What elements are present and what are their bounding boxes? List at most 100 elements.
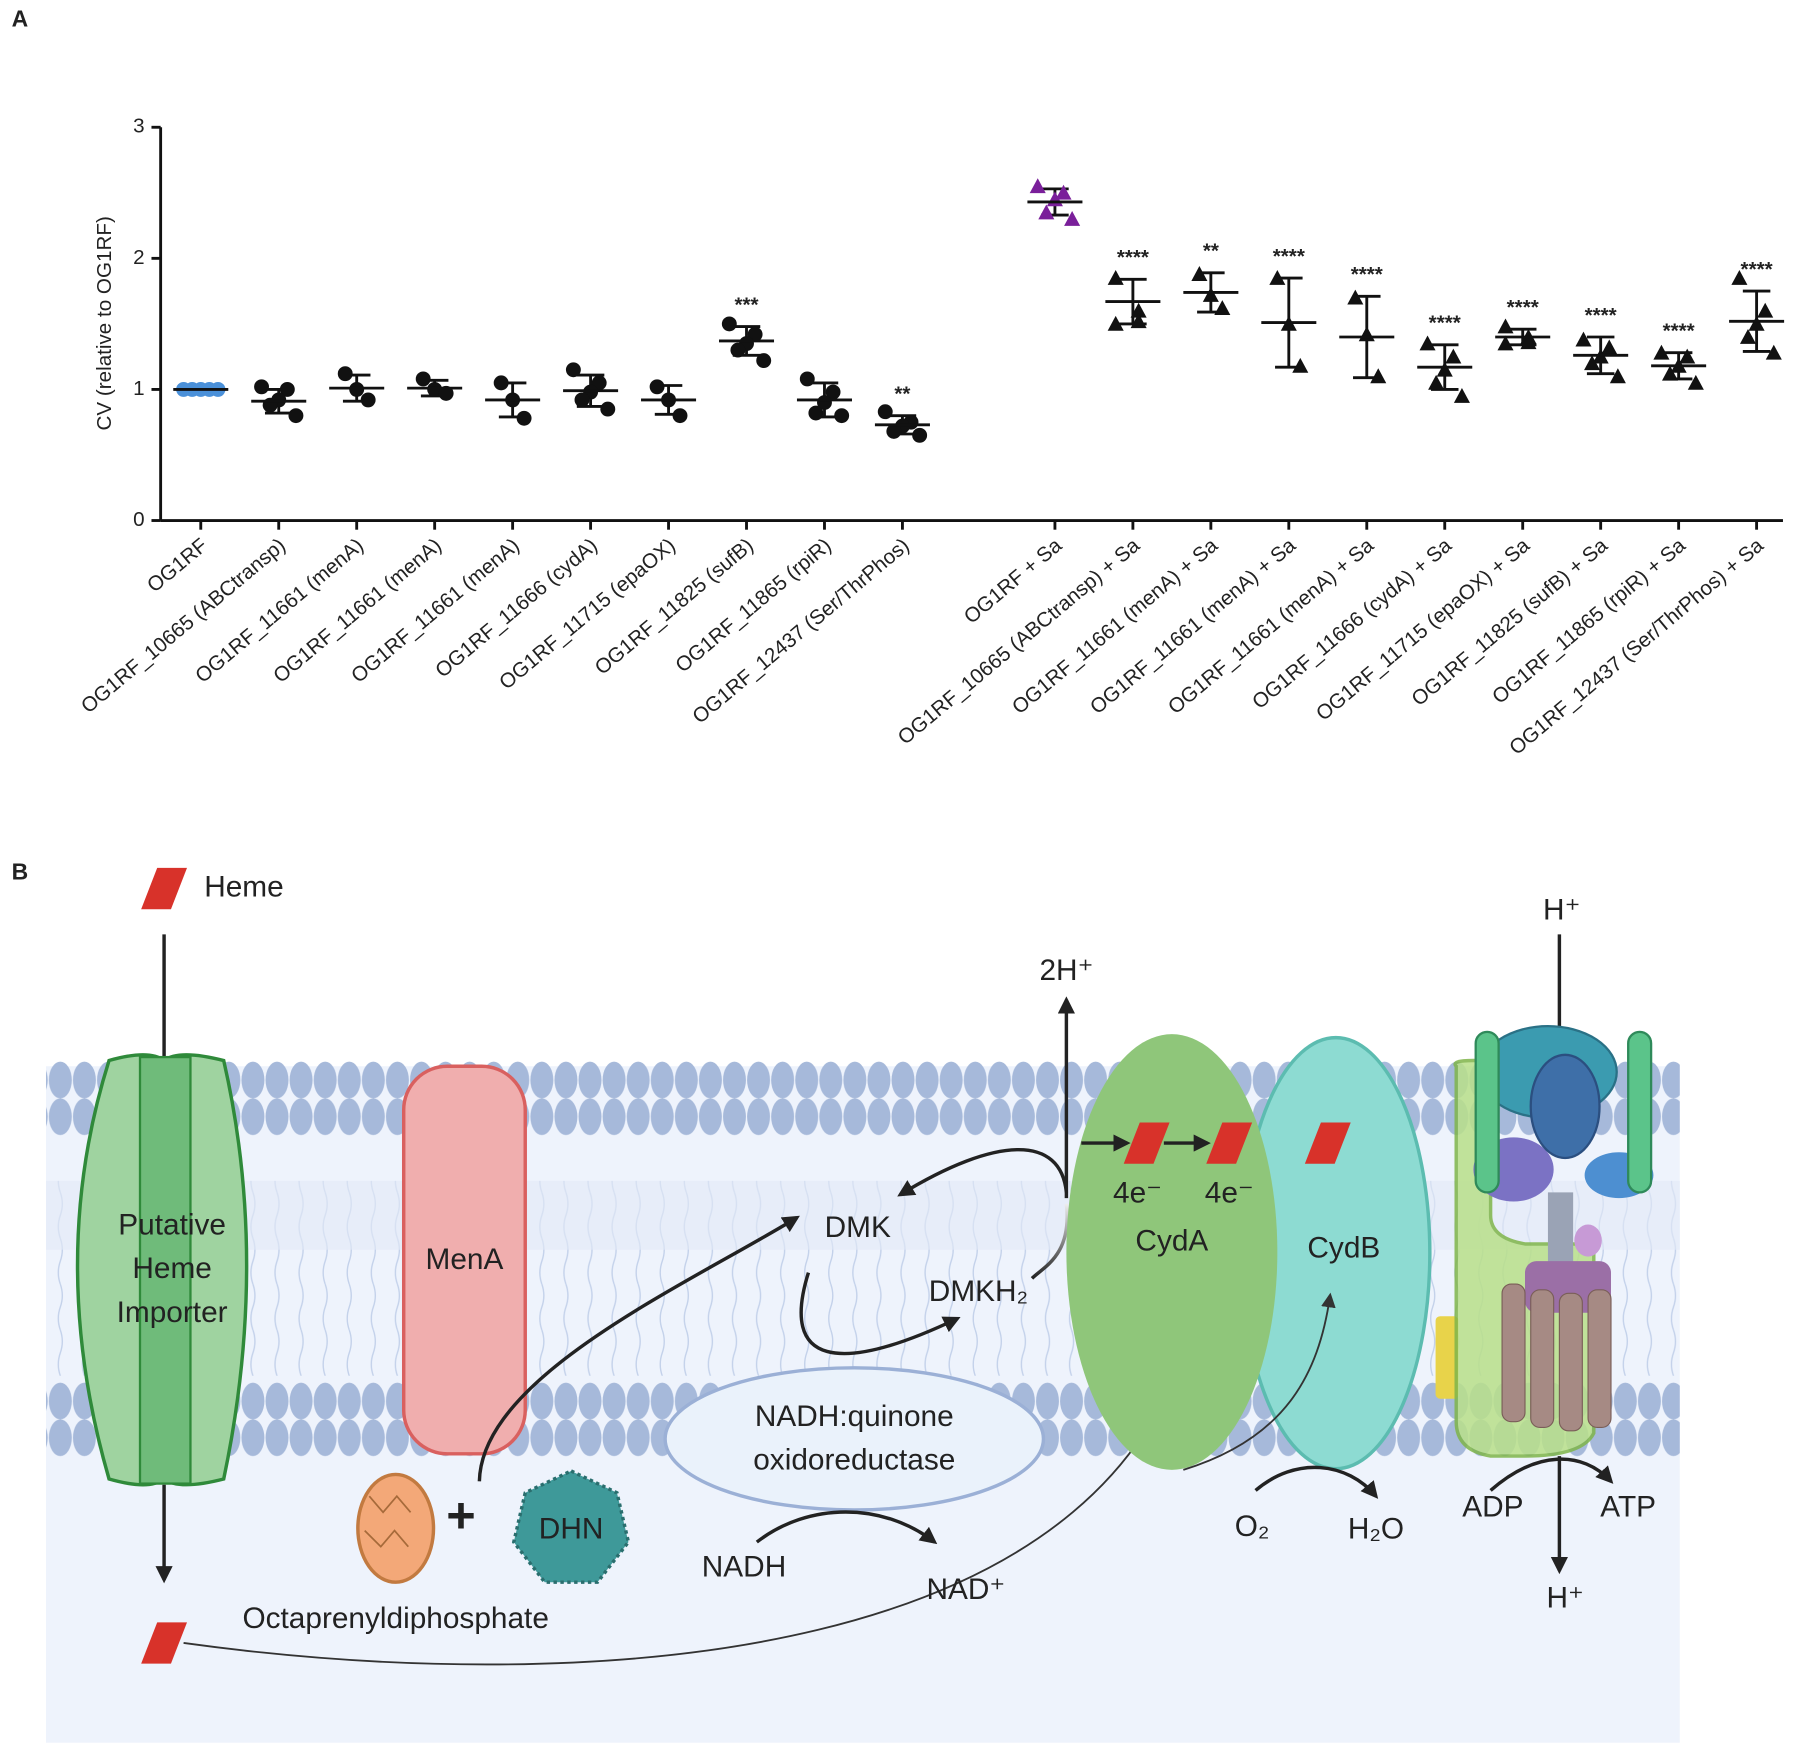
data-point — [649, 379, 665, 395]
significance: **** — [1429, 312, 1461, 335]
data-point — [1269, 269, 1286, 285]
panel-label: B — [12, 859, 29, 885]
label: Importer — [117, 1296, 228, 1329]
label: NADH — [702, 1550, 786, 1583]
data-point — [600, 401, 616, 417]
data-point — [516, 410, 532, 426]
atp-synthase-part — [1558, 1292, 1583, 1432]
data-point — [1748, 315, 1765, 331]
significance: **** — [1117, 246, 1149, 269]
data-point — [1575, 331, 1592, 347]
dhn-icon — [511, 1469, 631, 1584]
data-point — [337, 366, 353, 382]
significance: **** — [1273, 245, 1305, 268]
label: NAD⁺ — [927, 1573, 1006, 1606]
significance: ** — [1203, 240, 1219, 263]
label: DHN — [539, 1512, 604, 1545]
data-point — [834, 408, 850, 424]
label: DMK — [825, 1211, 891, 1244]
label: Heme — [132, 1252, 211, 1285]
significance: **** — [1507, 296, 1539, 319]
data-point — [1370, 368, 1387, 384]
label: ADP — [1462, 1491, 1523, 1524]
label: oxidoreductase — [753, 1444, 955, 1477]
label: H⁺ — [1543, 893, 1580, 926]
atp-synthase-part — [1435, 1316, 1459, 1399]
data-point — [799, 371, 815, 387]
arrow — [477, 1215, 800, 1482]
data-point — [1107, 269, 1124, 285]
data-point — [565, 362, 581, 378]
plus: + — [446, 1486, 475, 1543]
significance: **** — [1585, 304, 1617, 327]
octaprenyl-icon — [356, 1472, 436, 1584]
data-point — [808, 405, 824, 421]
label: DMKH₂ — [929, 1275, 1028, 1308]
atp-synthase-part — [1529, 1053, 1601, 1160]
label: NADH:quinone — [755, 1400, 954, 1433]
data-point — [1520, 334, 1537, 350]
significance: **** — [1351, 263, 1383, 286]
y-tick-label: 2 — [133, 246, 144, 269]
data-point — [1202, 287, 1219, 302]
data-point — [1453, 387, 1470, 403]
data-point — [1601, 339, 1618, 355]
atp-synthase-part — [1574, 1224, 1602, 1257]
arrow — [1489, 1457, 1614, 1492]
data-point — [1038, 204, 1055, 220]
data-point — [1292, 357, 1309, 373]
data-point — [415, 371, 431, 387]
data-point — [1214, 300, 1231, 316]
data-point — [1436, 361, 1453, 377]
atp-synthase-part — [1530, 1289, 1555, 1428]
heme-icon — [141, 867, 188, 910]
data-point — [1662, 365, 1679, 381]
octaprenyl-pattern — [364, 1494, 412, 1548]
atp-synthase-stalk — [1547, 1192, 1574, 1273]
data-point — [756, 353, 772, 369]
arrow — [1030, 1203, 1069, 1280]
label: 4e⁻ — [1205, 1177, 1254, 1210]
data-point — [1731, 269, 1748, 285]
data-point — [1029, 178, 1046, 194]
data-point — [1107, 315, 1124, 331]
significance: **** — [1741, 258, 1773, 281]
data-point — [1130, 302, 1147, 318]
label: 4e⁻ — [1113, 1177, 1162, 1210]
data-point — [672, 408, 688, 424]
arrow — [755, 1510, 938, 1545]
data-point — [574, 392, 590, 408]
label: Octaprenyldiphosphate — [242, 1602, 548, 1635]
y-tick-label: 0 — [133, 508, 144, 531]
data-point — [1609, 368, 1626, 384]
data-point — [254, 379, 269, 395]
significance: ** — [894, 382, 910, 405]
atp-synthase-part — [1501, 1283, 1526, 1423]
label: H⁺ — [1547, 1581, 1584, 1614]
heme-importer-core — [138, 1055, 192, 1485]
data-point — [1765, 344, 1782, 360]
data-point — [721, 316, 737, 332]
x-tick-label: OG1RF — [143, 534, 212, 597]
atp-synthase-ring — [1501, 1283, 1612, 1432]
data-point — [438, 385, 454, 401]
data-point — [1055, 184, 1072, 200]
label: ATP — [1600, 1491, 1656, 1524]
label: H₂O — [1348, 1512, 1404, 1545]
label: MenA — [426, 1243, 504, 1276]
data-point — [1687, 374, 1704, 390]
arrow — [897, 1147, 1069, 1197]
data-point — [279, 381, 295, 397]
y-tick-label: 1 — [133, 377, 144, 400]
data-point — [493, 375, 509, 391]
data-point — [1653, 344, 1670, 360]
data-point — [825, 384, 841, 400]
atp-synthase-part — [1474, 1030, 1500, 1194]
significance: **** — [1663, 320, 1695, 343]
atp-synthase-part — [1587, 1289, 1612, 1428]
lipid-heads — [45, 1060, 1680, 1137]
data-point — [912, 427, 928, 443]
label: CydA — [1135, 1225, 1208, 1258]
